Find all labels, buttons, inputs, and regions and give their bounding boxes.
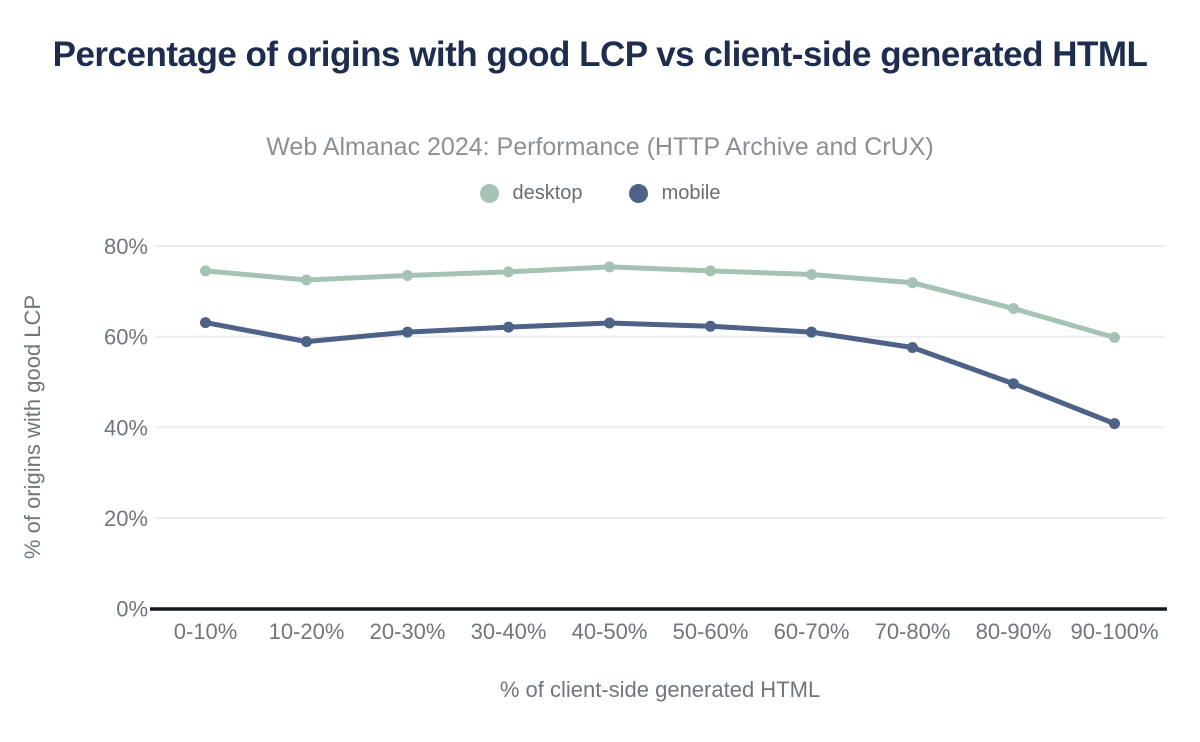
x-axis-title: % of client-side generated HTML xyxy=(500,677,820,702)
legend-swatch-mobile-icon xyxy=(628,184,648,203)
y-tick-label-60%: 60% xyxy=(104,325,148,350)
x-tick-label-10-20%: 10-20% xyxy=(269,619,345,644)
mobile-point-10-20% xyxy=(301,336,312,348)
x-tick-label-70-80%: 70-80% xyxy=(875,619,951,644)
chart-legend: desktop mobile xyxy=(0,182,1200,205)
mobile-point-60-70% xyxy=(806,326,817,338)
y-tick-label-0%: 0% xyxy=(116,597,148,622)
x-tick-label-60-70%: 60-70% xyxy=(774,619,850,644)
desktop-point-70-80% xyxy=(907,277,918,289)
x-tick-label-20-30%: 20-30% xyxy=(370,619,446,644)
x-tick-label-30-40%: 30-40% xyxy=(471,619,547,644)
desktop-point-0-10% xyxy=(200,265,211,277)
y-tick-label-40%: 40% xyxy=(104,415,148,440)
desktop-point-30-40% xyxy=(503,266,514,278)
x-tick-label-40-50%: 40-50% xyxy=(572,619,648,644)
desktop-point-10-20% xyxy=(301,274,312,286)
x-tick-label-90-100%: 90-100% xyxy=(1070,619,1158,644)
x-tick-label-0-10%: 0-10% xyxy=(174,619,238,644)
desktop-point-20-30% xyxy=(402,269,413,281)
x-tick-label-50-60%: 50-60% xyxy=(673,619,749,644)
chart-subtitle: Web Almanac 2024: Performance (HTTP Arch… xyxy=(266,133,934,161)
legend-label-mobile: mobile xyxy=(661,182,721,204)
mobile-point-70-80% xyxy=(907,342,918,353)
legend-item-mobile: mobile xyxy=(628,182,721,205)
desktop-line xyxy=(203,264,1117,341)
mobile-point-80-90% xyxy=(1008,378,1019,390)
desktop-point-60-70% xyxy=(806,269,817,281)
mobile-point-50-60% xyxy=(705,320,716,332)
mobile-point-90-100% xyxy=(1109,418,1120,430)
legend-label-desktop: desktop xyxy=(512,182,583,204)
mobile-point-20-30% xyxy=(402,326,413,338)
x-tick-label-80-90%: 80-90% xyxy=(976,619,1052,644)
legend-item-desktop: desktop xyxy=(479,182,583,205)
legend-swatch-desktop-icon xyxy=(479,184,499,203)
desktop-point-80-90% xyxy=(1008,303,1019,315)
y-axis-title: % of origins with good LCP xyxy=(20,295,45,559)
desktop-point-90-100% xyxy=(1109,332,1120,344)
mobile-line xyxy=(203,320,1117,427)
mobile-point-40-50% xyxy=(604,317,615,329)
y-tick-label-80%: 80% xyxy=(104,234,148,259)
chart-title: Percentage of origins with good LCP vs c… xyxy=(52,35,1148,74)
mobile-point-0-10% xyxy=(200,317,211,329)
y-tick-label-20%: 20% xyxy=(104,506,148,531)
mobile-point-30-40% xyxy=(503,321,514,333)
desktop-point-40-50% xyxy=(604,261,615,273)
desktop-point-50-60% xyxy=(705,265,716,277)
